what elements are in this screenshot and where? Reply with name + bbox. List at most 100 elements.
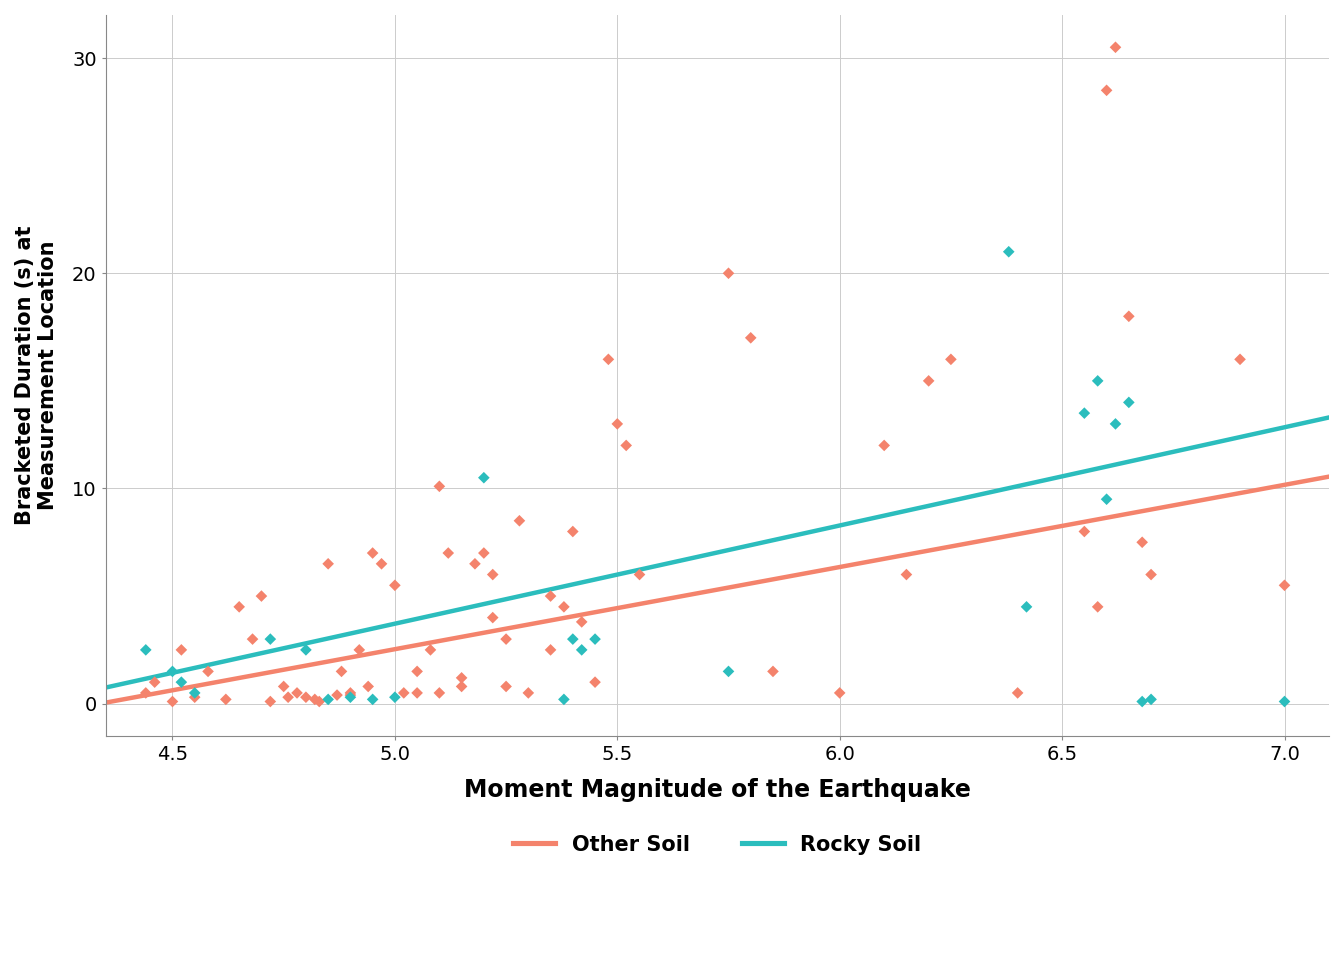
- Point: [741, 330, 762, 346]
- Point: [598, 351, 620, 367]
- Point: [259, 694, 281, 709]
- Point: [331, 663, 352, 679]
- Point: [585, 675, 606, 690]
- Point: [144, 675, 165, 690]
- Point: [184, 685, 206, 701]
- Point: [562, 524, 583, 540]
- Point: [161, 694, 183, 709]
- Point: [277, 689, 298, 705]
- Point: [340, 685, 362, 701]
- Point: [406, 685, 427, 701]
- Point: [482, 566, 504, 582]
- Y-axis label: Bracketed Duration (s) at
Measurement Location: Bracketed Duration (s) at Measurement Lo…: [15, 226, 58, 525]
- Point: [406, 663, 427, 679]
- Point: [1095, 492, 1117, 507]
- Point: [161, 663, 183, 679]
- Point: [1105, 417, 1126, 432]
- Point: [941, 351, 962, 367]
- Point: [429, 479, 450, 494]
- Point: [1118, 395, 1140, 410]
- Point: [1132, 694, 1153, 709]
- Point: [1016, 599, 1038, 614]
- Point: [540, 642, 562, 658]
- Point: [482, 610, 504, 625]
- Point: [1118, 308, 1140, 324]
- Point: [829, 685, 851, 701]
- Point: [198, 663, 219, 679]
- Point: [358, 679, 379, 694]
- Point: [562, 632, 583, 647]
- Point: [874, 438, 895, 453]
- Point: [1140, 566, 1161, 582]
- Point: [384, 689, 406, 705]
- Point: [496, 632, 517, 647]
- X-axis label: Moment Magnitude of the Earthquake: Moment Magnitude of the Earthquake: [464, 778, 970, 802]
- Point: [554, 692, 575, 708]
- Point: [1105, 39, 1126, 55]
- Point: [317, 692, 339, 708]
- Point: [606, 417, 628, 432]
- Point: [215, 692, 237, 708]
- Point: [450, 679, 472, 694]
- Point: [296, 642, 317, 658]
- Point: [540, 588, 562, 604]
- Point: [1274, 694, 1296, 709]
- Point: [554, 599, 575, 614]
- Point: [629, 566, 650, 582]
- Point: [134, 642, 156, 658]
- Point: [184, 689, 206, 705]
- Point: [762, 663, 784, 679]
- Point: [496, 679, 517, 694]
- Point: [371, 556, 392, 571]
- Point: [464, 556, 485, 571]
- Point: [340, 689, 362, 705]
- Point: [1230, 351, 1251, 367]
- Point: [304, 692, 325, 708]
- Point: [1095, 83, 1117, 98]
- Point: [392, 685, 414, 701]
- Point: [571, 614, 593, 630]
- Point: [348, 642, 370, 658]
- Point: [242, 632, 263, 647]
- Point: [616, 438, 637, 453]
- Point: [918, 373, 939, 389]
- Point: [1140, 692, 1161, 708]
- Point: [1087, 599, 1109, 614]
- Point: [228, 599, 250, 614]
- Point: [508, 513, 530, 528]
- Point: [1087, 373, 1109, 389]
- Point: [309, 694, 331, 709]
- Point: [340, 687, 362, 703]
- Point: [517, 685, 539, 701]
- Point: [259, 632, 281, 647]
- Point: [286, 685, 308, 701]
- Point: [438, 545, 460, 561]
- Point: [718, 663, 739, 679]
- Point: [1074, 524, 1095, 540]
- Point: [134, 685, 156, 701]
- Point: [362, 692, 383, 708]
- Point: [171, 675, 192, 690]
- Point: [419, 642, 441, 658]
- Point: [384, 578, 406, 593]
- Point: [1132, 535, 1153, 550]
- Point: [1007, 685, 1028, 701]
- Point: [251, 588, 273, 604]
- Point: [895, 566, 917, 582]
- Point: [171, 642, 192, 658]
- Point: [450, 670, 472, 685]
- Point: [571, 642, 593, 658]
- Point: [473, 545, 495, 561]
- Point: [999, 244, 1020, 259]
- Point: [1074, 405, 1095, 420]
- Point: [585, 632, 606, 647]
- Point: [718, 266, 739, 281]
- Point: [317, 556, 339, 571]
- Point: [327, 687, 348, 703]
- Point: [273, 679, 294, 694]
- Point: [1274, 578, 1296, 593]
- Legend: Other Soil, Rocky Soil: Other Soil, Rocky Soil: [513, 835, 921, 855]
- Point: [362, 545, 383, 561]
- Point: [296, 689, 317, 705]
- Point: [473, 470, 495, 486]
